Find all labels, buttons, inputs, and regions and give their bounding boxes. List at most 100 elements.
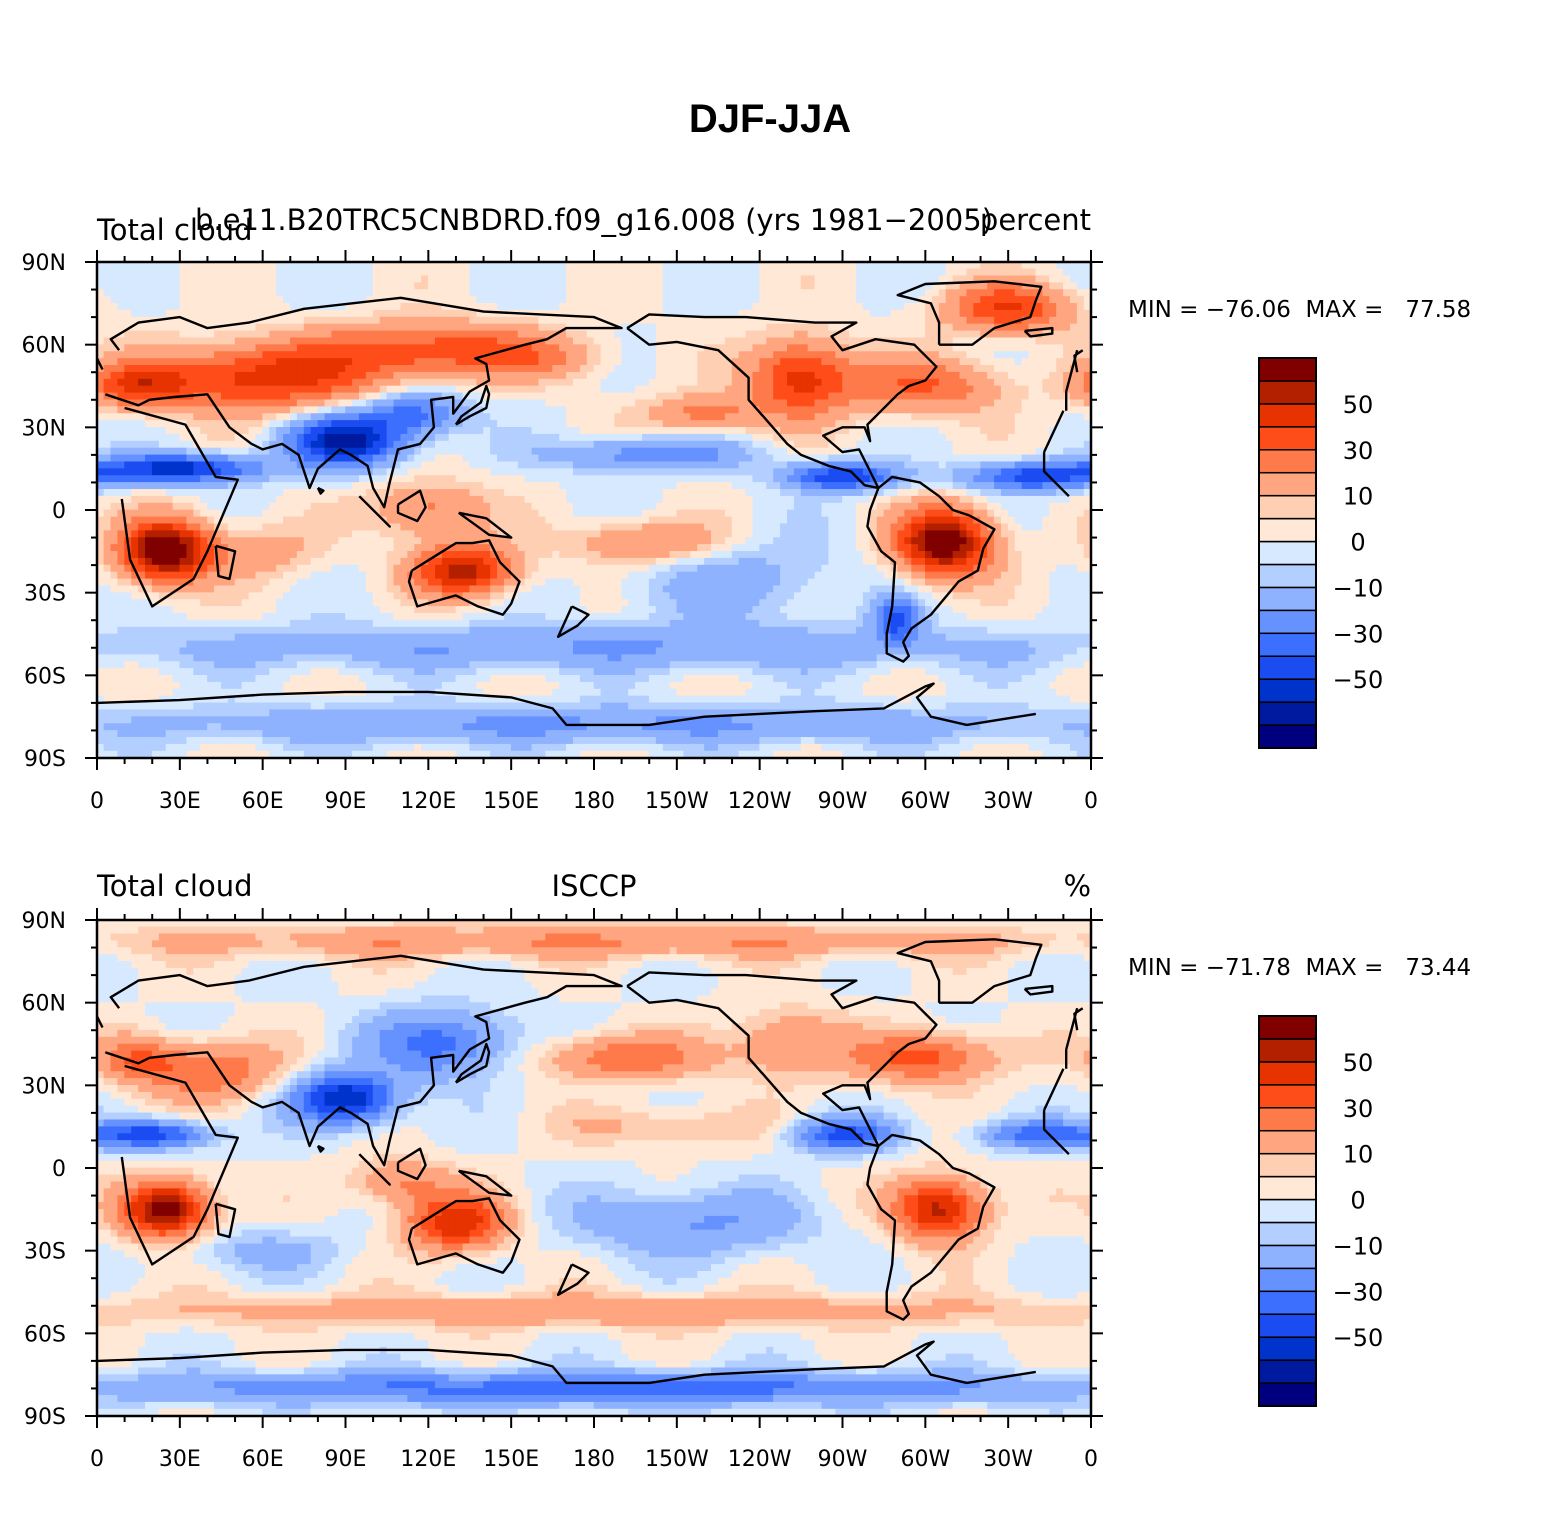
contour-cell bbox=[145, 296, 153, 304]
contour-cell bbox=[635, 268, 643, 277]
contour-cell bbox=[752, 427, 760, 435]
contour-cell bbox=[379, 358, 388, 366]
contour-cell bbox=[745, 468, 754, 476]
contour-cell bbox=[911, 440, 919, 449]
contour-cell bbox=[1028, 365, 1037, 373]
contour-cell bbox=[704, 392, 712, 401]
contour-cell bbox=[704, 316, 712, 325]
contour-cell bbox=[462, 268, 471, 277]
contour-cell bbox=[517, 262, 526, 270]
contour-cell bbox=[379, 351, 388, 359]
contour-cell bbox=[1021, 358, 1030, 366]
contour-cell bbox=[711, 351, 719, 359]
contour-cell bbox=[462, 461, 471, 469]
contour-cell bbox=[697, 337, 705, 345]
contour-cell bbox=[1063, 440, 1071, 449]
contour-cell bbox=[186, 365, 194, 373]
contour-cell bbox=[269, 489, 277, 497]
contour-cell bbox=[662, 378, 671, 387]
contour-cell bbox=[800, 323, 809, 332]
contour-cell bbox=[780, 392, 788, 401]
contour-cell bbox=[724, 282, 733, 290]
contour-cell bbox=[1083, 399, 1091, 407]
contour-cell bbox=[1083, 482, 1091, 490]
contour-cell bbox=[186, 475, 194, 483]
contour-cell bbox=[793, 275, 802, 283]
contour-cell bbox=[559, 337, 567, 345]
contour-cell bbox=[987, 399, 995, 407]
contour-cell bbox=[931, 433, 940, 442]
contour-cell bbox=[248, 323, 257, 332]
contour-cell bbox=[138, 344, 146, 352]
contour-cell bbox=[234, 358, 243, 366]
contour-cell bbox=[655, 282, 664, 290]
contour-cell bbox=[559, 385, 567, 394]
contour-cell bbox=[145, 262, 153, 270]
contour-cell bbox=[987, 489, 995, 497]
contour-cell bbox=[717, 406, 726, 414]
contour-cell bbox=[683, 392, 691, 401]
contour-cell bbox=[883, 358, 892, 366]
contour-cell bbox=[407, 482, 415, 490]
contour-cell bbox=[959, 337, 968, 345]
contour-cell bbox=[552, 323, 560, 332]
contour-cell bbox=[538, 420, 546, 428]
contour-cell bbox=[138, 262, 146, 270]
contour-cell bbox=[517, 323, 526, 332]
contour-cell bbox=[1049, 489, 1057, 497]
contour-cell bbox=[635, 454, 643, 463]
contour-cell bbox=[165, 337, 174, 345]
contour-cell bbox=[172, 330, 181, 339]
contour-cell bbox=[372, 399, 381, 407]
contour-cell bbox=[365, 289, 374, 297]
contour-cell bbox=[745, 282, 754, 290]
contour-cell bbox=[835, 440, 843, 449]
contour-cell bbox=[324, 371, 332, 380]
contour-cell bbox=[186, 268, 194, 277]
contour-cell bbox=[683, 268, 691, 277]
contour-cell bbox=[828, 399, 836, 407]
contour-cell bbox=[1049, 433, 1057, 442]
contour-cell bbox=[786, 392, 795, 401]
contour-cell bbox=[165, 461, 174, 469]
contour-cell bbox=[862, 289, 871, 297]
contour-cell bbox=[524, 447, 533, 456]
contour-cell bbox=[918, 365, 926, 373]
contour-cell bbox=[856, 468, 864, 476]
contour-cell bbox=[1042, 489, 1050, 497]
contour-cell bbox=[621, 296, 629, 304]
contour-cell bbox=[97, 309, 105, 318]
contour-cell bbox=[566, 447, 574, 456]
contour-cell bbox=[145, 309, 153, 318]
contour-cell bbox=[635, 323, 643, 332]
contour-cell bbox=[414, 461, 422, 469]
contour-cell bbox=[697, 365, 705, 373]
contour-cell bbox=[842, 371, 850, 380]
contour-cell bbox=[593, 468, 602, 476]
contour-cell bbox=[1007, 365, 1016, 373]
contour-cell bbox=[635, 489, 643, 497]
contour-cell bbox=[655, 365, 664, 373]
contour-cell bbox=[379, 489, 388, 497]
contour-cell bbox=[959, 433, 968, 442]
contour-cell bbox=[131, 275, 139, 283]
contour-cell bbox=[842, 282, 850, 290]
contour-cell bbox=[862, 406, 871, 414]
contour-cell bbox=[552, 392, 560, 401]
contour-cell bbox=[352, 316, 360, 325]
contour-cell bbox=[158, 337, 167, 345]
contour-cell bbox=[331, 275, 339, 283]
contour-cell bbox=[421, 440, 429, 449]
contour-cell bbox=[524, 433, 533, 442]
contour-cell bbox=[1014, 489, 1023, 497]
contour-cell bbox=[220, 482, 229, 490]
contour-cell bbox=[524, 440, 533, 449]
contour-cell bbox=[289, 296, 298, 304]
contour-cell bbox=[600, 275, 609, 283]
contour-cell bbox=[428, 447, 436, 456]
contour-cell bbox=[676, 323, 685, 332]
contour-cell bbox=[807, 282, 816, 290]
contour-cell bbox=[1042, 303, 1050, 311]
contour-cell bbox=[724, 351, 733, 359]
contour-cell bbox=[600, 489, 609, 497]
